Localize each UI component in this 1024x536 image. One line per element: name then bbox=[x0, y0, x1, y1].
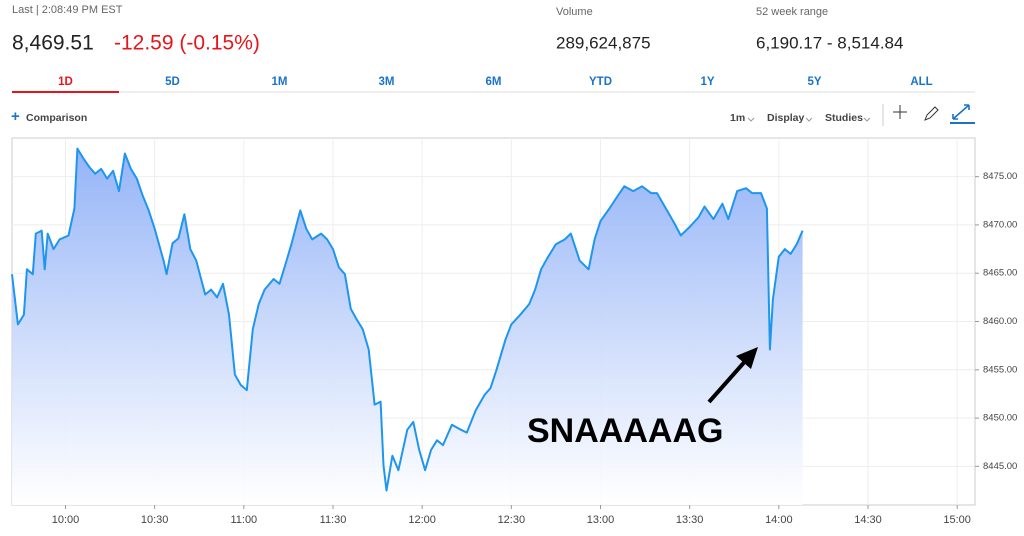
price-line bbox=[11, 147, 804, 492]
chevron bbox=[863, 117, 871, 122]
display-dropdown[interactable]: Display bbox=[767, 112, 805, 124]
tab[interactable]: 6M bbox=[486, 76, 502, 88]
x-tick-label: 15:00 bbox=[943, 514, 971, 526]
annotation-arrow bbox=[707, 347, 758, 404]
area bbox=[12, 148, 803, 505]
x-tick-label: 12:30 bbox=[498, 514, 526, 526]
x-tick-label: 12:00 bbox=[408, 514, 436, 526]
volume-label: Volume bbox=[556, 6, 593, 18]
plot-area bbox=[11, 147, 804, 505]
x-tick-label: 14:00 bbox=[765, 514, 793, 526]
last-price: 8,469.51 bbox=[12, 32, 94, 55]
tab[interactable]: 3M bbox=[379, 76, 395, 88]
last-time: Last | 2:08:49 PM EST bbox=[12, 4, 123, 16]
x-tick-label: 14:30 bbox=[854, 514, 882, 526]
comparison-plus-icon[interactable]: + bbox=[11, 108, 20, 125]
volume-value: 289,624,875 bbox=[556, 33, 651, 52]
active-tab-underline bbox=[12, 91, 119, 93]
y-tick-label: 8465.00 bbox=[983, 268, 1017, 279]
tab[interactable]: 1Y bbox=[700, 76, 714, 88]
y-tick-label: 8470.00 bbox=[983, 219, 1017, 230]
expand-tool[interactable] bbox=[950, 104, 975, 124]
interval-dropdown[interactable]: 1m bbox=[730, 112, 745, 124]
comparison-button[interactable]: Comparison bbox=[26, 112, 87, 124]
crosshair-tool[interactable] bbox=[893, 105, 907, 119]
range-label: 52 week range bbox=[756, 6, 828, 18]
chevron bbox=[747, 117, 755, 122]
x-tick-label: 10:30 bbox=[141, 514, 169, 526]
price-change: -12.59 (-0.15%) bbox=[114, 32, 260, 55]
y-tick-label: 8460.00 bbox=[983, 316, 1017, 327]
x-tick-label: 13:00 bbox=[587, 514, 615, 526]
x-tick-label: 11:30 bbox=[320, 514, 347, 526]
y-tick-label: 8445.00 bbox=[983, 461, 1017, 472]
tab[interactable]: ALL bbox=[910, 76, 932, 88]
x-tick-label: 13:30 bbox=[676, 514, 704, 526]
draw-tool[interactable] bbox=[924, 106, 939, 121]
annotation-text: SNAAAAAG bbox=[527, 412, 723, 450]
tab-bar: 1D 5D 1M 3M 6M YTD 1Y 5Y ALL bbox=[12, 76, 933, 93]
tab[interactable]: YTD bbox=[589, 76, 612, 88]
tab[interactable]: 1D bbox=[58, 76, 73, 88]
tab[interactable]: 5D bbox=[165, 76, 180, 88]
y-tick-label: 8450.00 bbox=[983, 413, 1017, 424]
range-value: 6,190.17 - 8,514.84 bbox=[756, 33, 903, 52]
tab[interactable]: 1M bbox=[272, 76, 288, 88]
tab[interactable]: 5Y bbox=[807, 76, 821, 88]
y-tick-label: 8475.00 bbox=[983, 171, 1017, 182]
y-tick-label: 8455.00 bbox=[983, 364, 1017, 375]
chevron bbox=[805, 117, 813, 122]
x-tick-label: 11:00 bbox=[230, 514, 257, 526]
x-tick-label: 10:00 bbox=[52, 514, 80, 526]
studies-dropdown[interactable]: Studies bbox=[825, 112, 863, 124]
